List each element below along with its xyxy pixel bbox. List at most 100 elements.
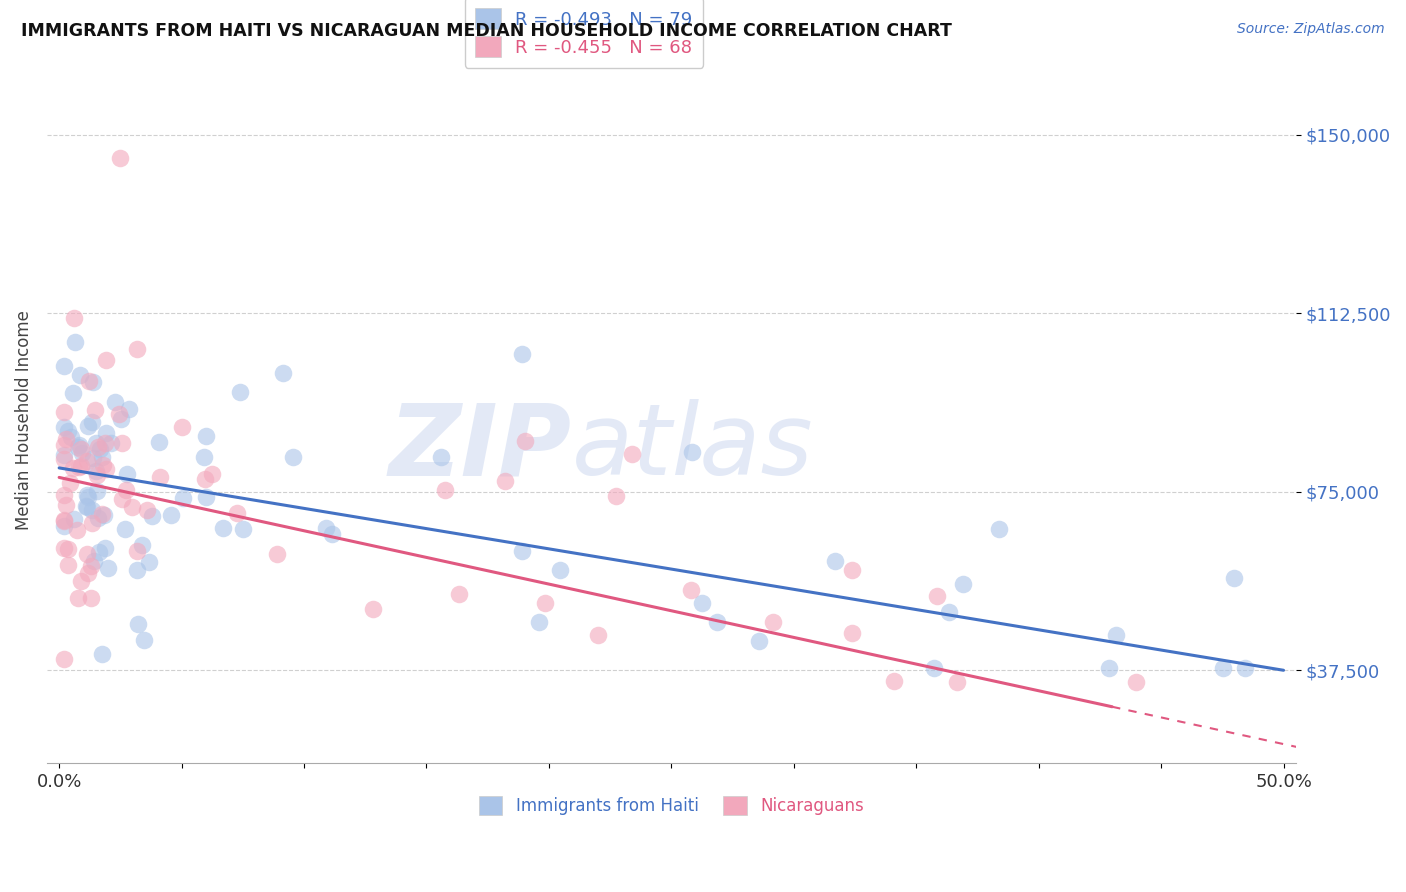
Point: [1125, 675, 1147, 690]
Point: [762, 615, 785, 629]
Point: [53, 541, 76, 556]
Point: [87, 440, 110, 454]
Point: [281, 450, 304, 464]
Point: [527, 615, 550, 629]
Point: [433, 483, 456, 498]
Point: [66, 591, 89, 605]
Point: [96, 352, 118, 367]
Point: [66, 524, 89, 538]
Point: [53, 405, 76, 419]
Point: [93, 508, 115, 523]
Point: [361, 601, 384, 615]
Text: Source: ZipAtlas.com: Source: ZipAtlas.com: [1237, 22, 1385, 37]
Point: [53, 452, 76, 467]
Point: [55, 432, 77, 446]
Point: [110, 152, 132, 166]
Point: [194, 472, 217, 486]
Point: [53, 419, 76, 434]
Point: [97, 560, 120, 574]
Point: [194, 429, 217, 443]
Point: [67, 440, 90, 454]
Point: [266, 547, 288, 561]
Point: [59, 475, 82, 490]
Point: [90, 450, 112, 465]
Point: [1233, 661, 1256, 675]
Point: [76, 500, 98, 515]
Point: [100, 436, 122, 450]
Point: [127, 342, 149, 356]
Point: [84, 436, 107, 450]
Point: [148, 435, 170, 450]
Point: [53, 448, 76, 462]
Point: [63, 335, 86, 350]
Point: [141, 508, 163, 523]
Point: [96, 462, 118, 476]
Point: [138, 555, 160, 569]
Point: [193, 450, 215, 464]
Point: [91, 458, 114, 472]
Point: [988, 523, 1011, 537]
Point: [510, 544, 533, 558]
Point: [127, 616, 149, 631]
Point: [67, 438, 90, 452]
Point: [76, 418, 98, 433]
Point: [938, 605, 960, 619]
Point: [748, 634, 770, 648]
Point: [271, 367, 294, 381]
Point: [229, 385, 252, 400]
Point: [706, 615, 728, 629]
Point: [94, 435, 117, 450]
Point: [84, 464, 107, 478]
Point: [76, 454, 98, 468]
Point: [83, 554, 105, 568]
Point: [56, 425, 79, 439]
Point: [1105, 628, 1128, 642]
Point: [121, 500, 143, 514]
Point: [515, 434, 537, 449]
Point: [225, 506, 247, 520]
Point: [841, 626, 863, 640]
Point: [75, 500, 97, 514]
Point: [212, 521, 235, 535]
Point: [62, 310, 84, 325]
Point: [53, 652, 76, 666]
Point: [510, 347, 533, 361]
Text: atlas: atlas: [571, 400, 813, 496]
Point: [1212, 661, 1234, 675]
Legend: Immigrants from Haiti, Nicaraguans: Immigrants from Haiti, Nicaraguans: [471, 788, 872, 823]
Point: [201, 467, 224, 481]
Point: [548, 563, 571, 577]
Point: [53, 438, 76, 452]
Point: [195, 490, 218, 504]
Point: [62, 386, 84, 401]
Point: [80, 591, 103, 605]
Point: [53, 488, 76, 502]
Point: [118, 401, 141, 416]
Point: [125, 543, 148, 558]
Point: [534, 596, 557, 610]
Point: [447, 587, 470, 601]
Point: [96, 425, 118, 440]
Point: [87, 511, 110, 525]
Point: [90, 647, 112, 661]
Point: [69, 368, 91, 383]
Point: [86, 483, 108, 498]
Point: [922, 661, 945, 675]
Point: [114, 522, 136, 536]
Point: [70, 574, 93, 589]
Point: [87, 545, 110, 559]
Point: [690, 595, 713, 609]
Point: [70, 442, 93, 456]
Text: IMMIGRANTS FROM HAITI VS NICARAGUAN MEDIAN HOUSEHOLD INCOME CORRELATION CHART: IMMIGRANTS FROM HAITI VS NICARAGUAN MEDI…: [21, 22, 952, 40]
Point: [63, 512, 86, 526]
Point: [76, 566, 98, 581]
Point: [1098, 661, 1121, 675]
Point: [53, 518, 76, 533]
Point: [1223, 571, 1246, 585]
Point: [104, 395, 127, 409]
Point: [135, 503, 157, 517]
Point: [429, 450, 451, 465]
Point: [76, 488, 98, 502]
Point: [56, 558, 79, 572]
Point: [55, 498, 77, 512]
